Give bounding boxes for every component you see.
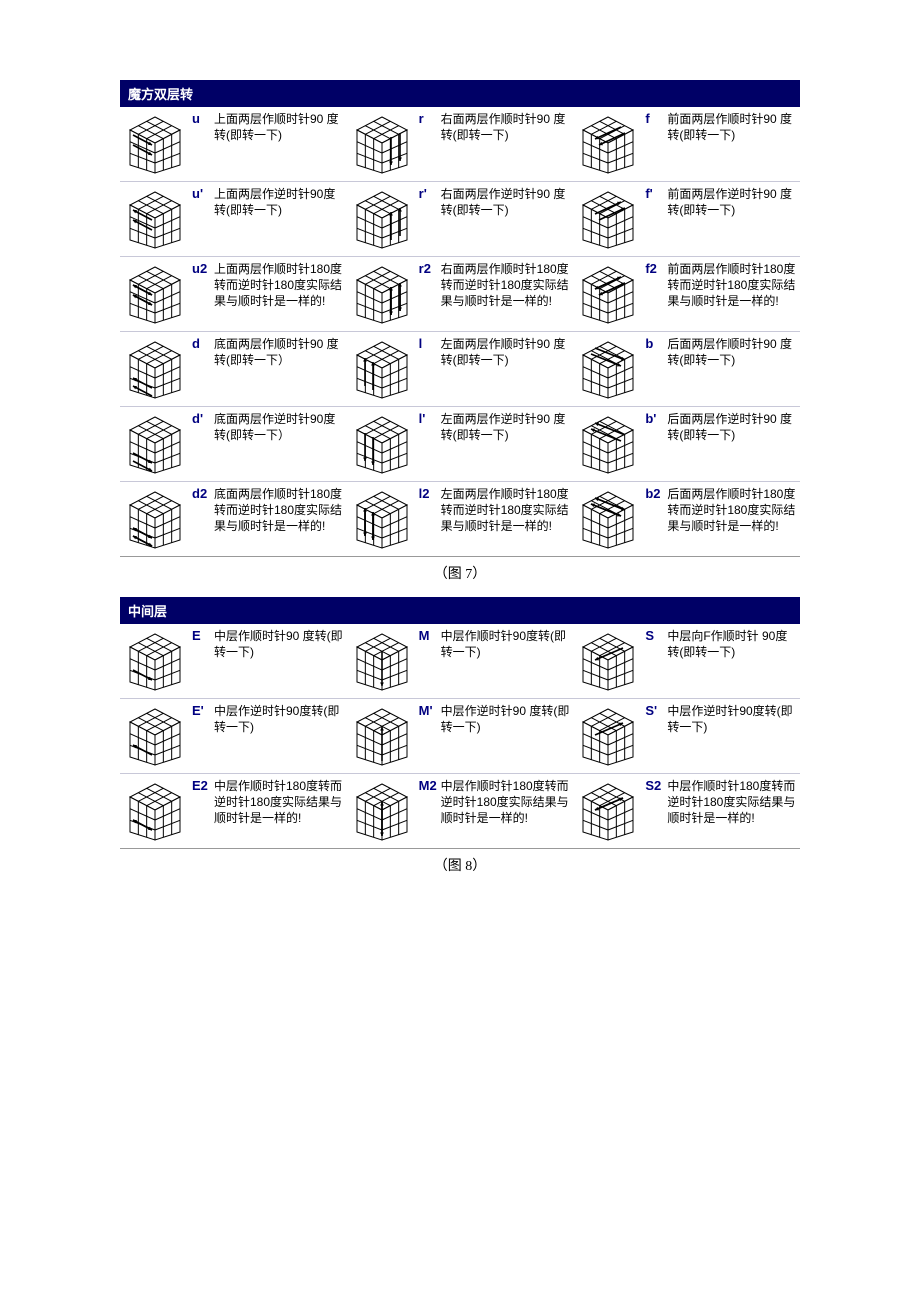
notation-desc: 中层作顺时针180度转而逆时针180度实际结果与顺时针是一样的! [439, 774, 574, 849]
notation-desc: 底面两层作逆时针90度转(即转一下） [212, 407, 347, 482]
notation-symbol: r' [417, 182, 439, 257]
notation-desc: 中层作顺时针90 度转(即转一下) [212, 624, 347, 699]
section2-header: 中间层 [120, 597, 800, 624]
notation-symbol: M' [417, 699, 439, 774]
cube-diagram [347, 774, 417, 849]
notation-desc: 左面两层作顺时针180度转而逆时针180度实际结果与顺时针是一样的! [439, 482, 574, 557]
cube-diagram [347, 482, 417, 557]
cube-diagram [120, 774, 190, 849]
notation-symbol: d [190, 332, 212, 407]
notation-symbol: b [643, 332, 665, 407]
notation-symbol: u' [190, 182, 212, 257]
notation-desc: 上面两层作顺时针180度转而逆时针180度实际结果与顺时针是一样的! [212, 257, 347, 332]
notation-symbol: M [417, 624, 439, 699]
notation-symbol: E' [190, 699, 212, 774]
cube-diagram [120, 624, 190, 699]
cube-diagram [347, 332, 417, 407]
cube-diagram [573, 482, 643, 557]
cube-diagram [573, 407, 643, 482]
notation-symbol: f2 [643, 257, 665, 332]
notation-desc: 上面两层作逆时针90度转(即转一下) [212, 182, 347, 257]
notation-desc: 前面两层作逆时针90 度转(即转一下) [665, 182, 800, 257]
cube-diagram [573, 257, 643, 332]
notation-symbol: l' [417, 407, 439, 482]
notation-symbol: b2 [643, 482, 665, 557]
cube-diagram [347, 182, 417, 257]
cube-diagram [120, 407, 190, 482]
notation-symbol: r [417, 107, 439, 182]
cube-diagram [573, 774, 643, 849]
notation-symbol: f [643, 107, 665, 182]
cube-diagram [347, 407, 417, 482]
notation-symbol: d2 [190, 482, 212, 557]
cube-diagram [120, 482, 190, 557]
notation-symbol: S2 [643, 774, 665, 849]
caption-fig8: （图 8） [120, 849, 800, 889]
cube-diagram [120, 332, 190, 407]
notation-symbol: u2 [190, 257, 212, 332]
notation-symbol: l2 [417, 482, 439, 557]
notation-desc: 后面两层作顺时针90 度转(即转一下) [665, 332, 800, 407]
notation-desc: 中层作逆时针90度转(即转一下) [665, 699, 800, 774]
notation-symbol: S' [643, 699, 665, 774]
cube-diagram [573, 624, 643, 699]
notation-symbol: l [417, 332, 439, 407]
notation-desc: 后面两层作顺时针180度转而逆时针180度实际结果与顺时针是一样的! [665, 482, 800, 557]
notation-desc: 右面两层作顺时针90 度转(即转一下) [439, 107, 574, 182]
cube-diagram [347, 624, 417, 699]
cube-diagram [573, 107, 643, 182]
cube-diagram [120, 699, 190, 774]
cube-diagram [573, 332, 643, 407]
notation-symbol: E2 [190, 774, 212, 849]
notation-desc: 中层作逆时针90度转(即转一下) [212, 699, 347, 774]
notation-desc: 左面两层作顺时针90 度转(即转一下) [439, 332, 574, 407]
notation-desc: 中层向F作顺时针 90度转(即转一下) [665, 624, 800, 699]
notation-symbol: M2 [417, 774, 439, 849]
notation-desc: 中层作逆时针90 度转(即转一下) [439, 699, 574, 774]
notation-desc: 上面两层作顺时针90 度转(即转一下) [212, 107, 347, 182]
notation-symbol: b' [643, 407, 665, 482]
cube-diagram [573, 182, 643, 257]
notation-desc: 底面两层作顺时针180度转而逆时针180度实际结果与顺时针是一样的! [212, 482, 347, 557]
notation-desc: 底面两层作顺时针90 度转(即转一下） [212, 332, 347, 407]
cube-diagram [120, 257, 190, 332]
notation-symbol: r2 [417, 257, 439, 332]
section1-header: 魔方双层转 [120, 80, 800, 107]
notation-symbol: d' [190, 407, 212, 482]
notation-desc: 前面两层作顺时针180度转而逆时针180度实际结果与顺时针是一样的! [665, 257, 800, 332]
notation-symbol: u [190, 107, 212, 182]
cube-diagram [120, 182, 190, 257]
notation-desc: 中层作顺时针90度转(即转一下) [439, 624, 574, 699]
notation-desc: 中层作顺时针180度转而逆时针180度实际结果与顺时针是一样的! [665, 774, 800, 849]
cube-diagram [347, 699, 417, 774]
notation-symbol: S [643, 624, 665, 699]
notation-desc: 前面两层作顺时针90 度转(即转一下) [665, 107, 800, 182]
section2-table: E中层作顺时针90 度转(即转一下) M中层作顺时针90度转(即转一下) S中层向F… [120, 624, 800, 848]
cube-diagram [120, 107, 190, 182]
notation-desc: 左面两层作逆时针90 度转(即转一下) [439, 407, 574, 482]
cube-diagram [347, 107, 417, 182]
notation-symbol: f' [643, 182, 665, 257]
notation-desc: 右面两层作顺时针180度转而逆时针180度实际结果与顺时针是一样的! [439, 257, 574, 332]
notation-desc: 中层作顺时针180度转而逆时针180度实际结果与顺时针是一样的! [212, 774, 347, 849]
notation-desc: 右面两层作逆时针90 度转(即转一下) [439, 182, 574, 257]
caption-fig7: （图 7） [120, 557, 800, 597]
cube-diagram [347, 257, 417, 332]
cube-diagram [573, 699, 643, 774]
notation-symbol: E [190, 624, 212, 699]
section1-table: u上面两层作顺时针90 度转(即转一下) r右面两层作顺时针90 度转(即转一下)… [120, 107, 800, 556]
notation-desc: 后面两层作逆时针90 度转(即转一下) [665, 407, 800, 482]
